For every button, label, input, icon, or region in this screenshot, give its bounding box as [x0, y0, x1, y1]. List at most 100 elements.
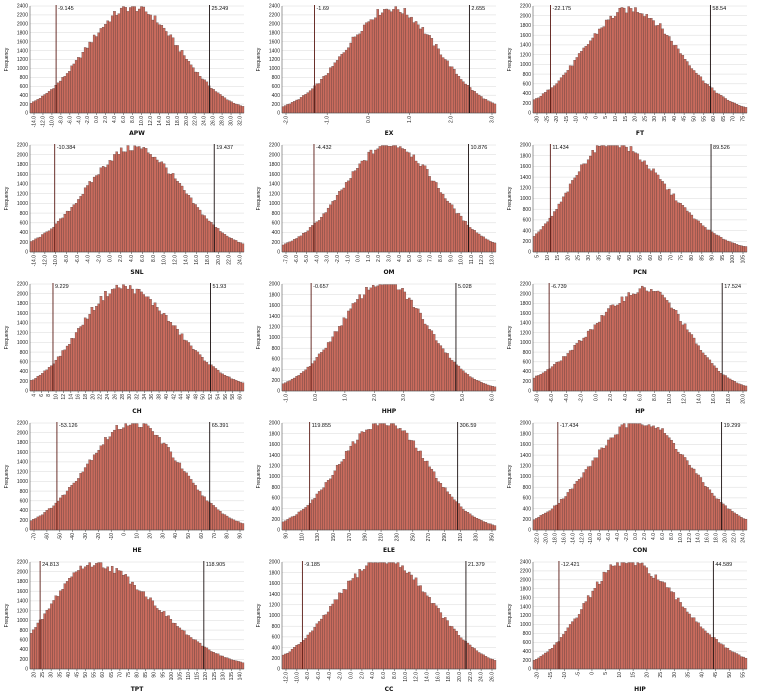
- x-tick-label: 40: [699, 672, 705, 678]
- histogram-bar: [349, 580, 352, 670]
- histogram-bar: [210, 503, 213, 531]
- histogram-bar: [92, 310, 96, 392]
- histogram-bar: [205, 500, 209, 531]
- histogram-bar: [677, 451, 680, 531]
- histogram-bar: [187, 342, 191, 392]
- histogram-bar: [165, 616, 168, 670]
- histogram-bar: [376, 562, 379, 670]
- histogram-bar: [61, 217, 64, 253]
- histogram-bar: [674, 448, 678, 531]
- histogram-bar: [142, 423, 146, 531]
- histogram-bar: [661, 181, 664, 253]
- histogram-bar: [156, 159, 159, 253]
- y-tick-label: 1400: [269, 592, 280, 598]
- histogram-bar: [124, 574, 127, 670]
- histogram-bar: [286, 519, 289, 531]
- histogram-bar: [408, 152, 411, 253]
- histogram-panel-ft: 0 200 400 600 800 1000 1200 1400 1600 1800 2000 220…: [503, 0, 753, 137]
- histogram-bar: [681, 324, 685, 392]
- x-tick-label: 22.0: [468, 672, 474, 682]
- histogram-bar: [399, 289, 402, 392]
- y-tick-label: 2200: [520, 569, 531, 575]
- x-tick-label: 6.0: [638, 394, 644, 401]
- x-tick-label: -60: [44, 533, 50, 540]
- y-tick-label: 1600: [17, 311, 28, 317]
- y-tick-label: 0: [528, 389, 531, 395]
- histogram-bar: [210, 222, 213, 253]
- y-axis-label: Frequency: [4, 186, 10, 210]
- histogram-bar: [555, 362, 558, 392]
- histogram-bar: [699, 626, 703, 670]
- histogram-bar: [656, 427, 660, 531]
- histogram-bar: [679, 602, 682, 670]
- y-tick-label: 0: [277, 389, 280, 395]
- x-tick-label: 50: [627, 255, 633, 261]
- x-tick-label: 3.0: [387, 255, 393, 262]
- x-tick-label: 16.0: [711, 394, 717, 404]
- y-tick-label: 400: [272, 645, 281, 651]
- histogram-bar: [47, 91, 51, 114]
- histogram-bar: [457, 365, 461, 392]
- histogram-bar: [65, 581, 69, 670]
- histogram-bar: [362, 432, 366, 531]
- histogram-bar: [198, 354, 202, 392]
- histogram-bar: [668, 302, 671, 392]
- histogram-bar: [138, 427, 141, 531]
- histogram-bar: [426, 325, 429, 392]
- x-tick-label: 18: [83, 394, 89, 400]
- histogram-bar: [124, 151, 127, 253]
- histogram-bar: [241, 382, 245, 392]
- x-tick-label: 6.0: [381, 672, 387, 679]
- histogram-bar: [557, 80, 561, 114]
- histogram-bar: [559, 77, 563, 114]
- histogram-bar: [688, 464, 691, 531]
- histogram-bar: [225, 376, 229, 392]
- histogram-bar: [611, 304, 615, 392]
- histogram-bar: [731, 651, 734, 670]
- histogram-bar: [410, 16, 413, 114]
- histogram-bar: [455, 213, 458, 253]
- histogram-bar: [54, 595, 58, 670]
- histogram-bar: [401, 148, 404, 253]
- histogram-bar: [475, 650, 479, 670]
- histogram-bar: [493, 525, 497, 531]
- histogram-bar: [171, 173, 175, 253]
- histogram-bar: [634, 152, 637, 253]
- x-tick-label: 16: [76, 394, 82, 400]
- y-tick-label: 400: [272, 93, 281, 99]
- histogram-bar: [340, 593, 343, 670]
- histogram-bar: [396, 562, 400, 670]
- histogram-bar: [641, 13, 644, 114]
- histogram-bar: [295, 376, 298, 392]
- histogram-bar: [654, 574, 658, 670]
- x-tick-label: 22: [98, 394, 104, 400]
- histogram-bar: [446, 200, 449, 253]
- histogram-bar: [701, 80, 705, 114]
- histogram-bar: [237, 381, 240, 392]
- x-tick-label: 190: [363, 533, 369, 542]
- x-tick-label: -10.0: [49, 116, 55, 128]
- histogram-bar: [598, 28, 601, 114]
- x-tick-label: 14.0: [696, 533, 702, 543]
- x-tick-label: 80: [225, 533, 231, 539]
- histogram-bar: [142, 147, 146, 253]
- histogram-bar: [613, 565, 617, 670]
- histogram-bar: [41, 373, 44, 392]
- histogram-bar: [176, 328, 179, 392]
- histogram-bar: [50, 507, 53, 531]
- histogram-bar: [652, 291, 655, 392]
- y-axis-label: Frequency: [256, 464, 262, 488]
- histogram-bar: [196, 641, 200, 670]
- histogram-bar: [167, 173, 170, 253]
- histogram-bar: [29, 380, 33, 392]
- histogram-bar: [737, 515, 741, 531]
- histogram-bar: [326, 480, 330, 531]
- histogram-bar: [178, 334, 182, 392]
- histogram-bar: [740, 656, 743, 670]
- histogram-bar: [90, 566, 94, 670]
- histogram-bar: [704, 227, 707, 253]
- histogram-bar: [602, 315, 606, 392]
- y-tick-label: 2200: [17, 282, 28, 288]
- x-tick-label: 150: [331, 533, 337, 542]
- y-tick-label: 200: [272, 517, 281, 523]
